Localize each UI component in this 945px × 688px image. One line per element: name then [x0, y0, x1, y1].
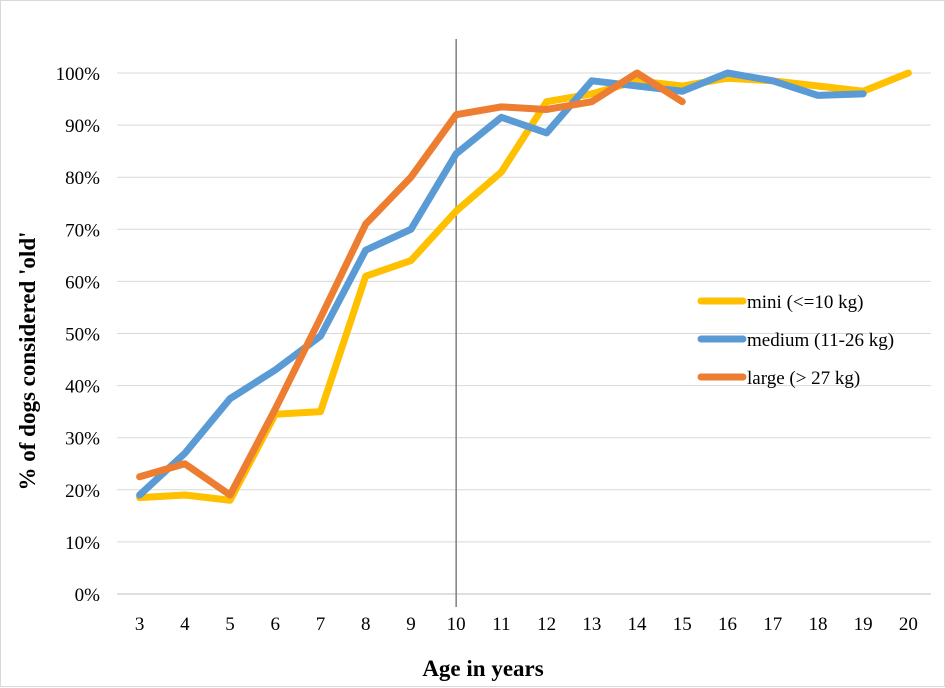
y-tick-label: 40% — [65, 377, 100, 398]
series-line-1 — [136, 69, 867, 499]
x-tick-labels: 3 4 5 6 7 8 9 10 11 12 13 14 15 16 17 18 19 20 — [135, 614, 918, 635]
x-tick-label: 12 — [537, 614, 556, 635]
x-tick-label: 8 — [361, 614, 371, 635]
y-tick-label: 0% — [75, 585, 101, 606]
y-tick-label: 100% — [56, 64, 101, 85]
y-tick-label: 60% — [65, 272, 100, 293]
x-tick-label: 19 — [854, 614, 873, 635]
x-tick-label: 15 — [673, 614, 692, 635]
x-tick-label: 6 — [271, 614, 281, 635]
x-tick-label: 4 — [180, 614, 190, 635]
y-tick-label: 30% — [65, 429, 100, 450]
x-tick-label: 20 — [899, 614, 918, 635]
x-tick-label: 16 — [718, 614, 737, 635]
x-tick-label: 13 — [582, 614, 601, 635]
legend-label: mini (<=10 kg) — [747, 292, 863, 313]
legend-label: medium (11-26 kg) — [747, 330, 894, 351]
y-tick-labels: 0% 10% 20% 30% 40% 50% 60% 70% 80% 90% 100% — [56, 64, 101, 606]
series-line-0 — [136, 69, 912, 504]
series-line-2 — [136, 69, 686, 499]
x-tick-label: 3 — [135, 614, 145, 635]
y-tick-label: 70% — [65, 220, 100, 241]
x-axis-title: Age in years — [422, 656, 543, 681]
x-tick-label: 10 — [447, 614, 466, 635]
gridlines — [117, 72, 931, 595]
legend: mini (<=10 kg) medium (11-26 kg) large (> … — [697, 292, 894, 389]
x-tick-label: 7 — [316, 614, 326, 635]
series-lines — [136, 69, 912, 504]
y-tick-label: 80% — [65, 168, 100, 189]
x-tick-label: 18 — [808, 614, 827, 635]
y-tick-label: 50% — [65, 325, 100, 346]
legend-label: large (> 27 kg) — [747, 368, 860, 389]
y-tick-label: 90% — [65, 116, 100, 137]
x-tick-label: 5 — [225, 614, 235, 635]
x-tick-label: 11 — [492, 614, 510, 635]
x-tick-label: 9 — [406, 614, 416, 635]
y-tick-label: 10% — [65, 533, 100, 554]
y-tick-label: 20% — [65, 481, 100, 502]
x-tick-label: 14 — [628, 614, 648, 635]
x-tick-label: 17 — [763, 614, 782, 635]
y-axis-title: % of dogs considered 'old' — [15, 232, 40, 491]
